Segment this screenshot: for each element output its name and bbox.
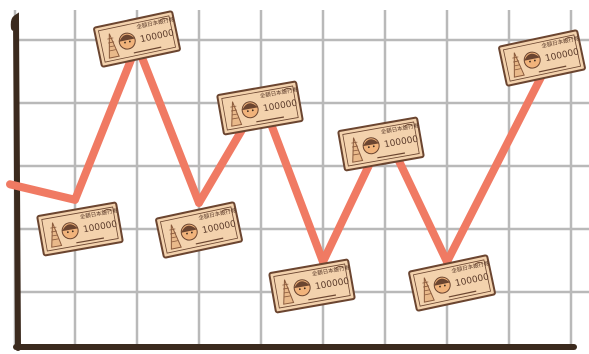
banknote-border [221,85,299,131]
trend-line-segment [133,40,203,207]
portrait-icon [180,223,198,241]
tower-icon [230,101,243,127]
portrait-icon [433,276,451,294]
portrait-icon [293,279,311,297]
banknote-border [342,121,420,167]
portrait-icon [118,32,136,50]
tower-icon [50,222,63,248]
y-axis [10,12,21,351]
banknote-border [97,15,177,63]
portrait-icon [241,101,259,119]
portrait-icon [61,222,79,240]
trend-line-segment [443,59,552,266]
portrait-icon [523,51,541,69]
tower-icon [282,279,295,305]
tower-icon [512,52,525,78]
tower-icon [169,224,182,250]
trend-line-segment [71,40,141,204]
tower-icon [422,277,435,303]
tower-icon [107,33,120,59]
trend-line-segment [6,180,79,204]
banknote-border [412,259,492,307]
banknote-border [502,34,582,82]
banknote-border [41,206,119,252]
banknote-border [159,206,239,254]
portrait-icon [362,137,380,155]
banknote-border [273,263,351,309]
tower-icon [351,137,364,163]
